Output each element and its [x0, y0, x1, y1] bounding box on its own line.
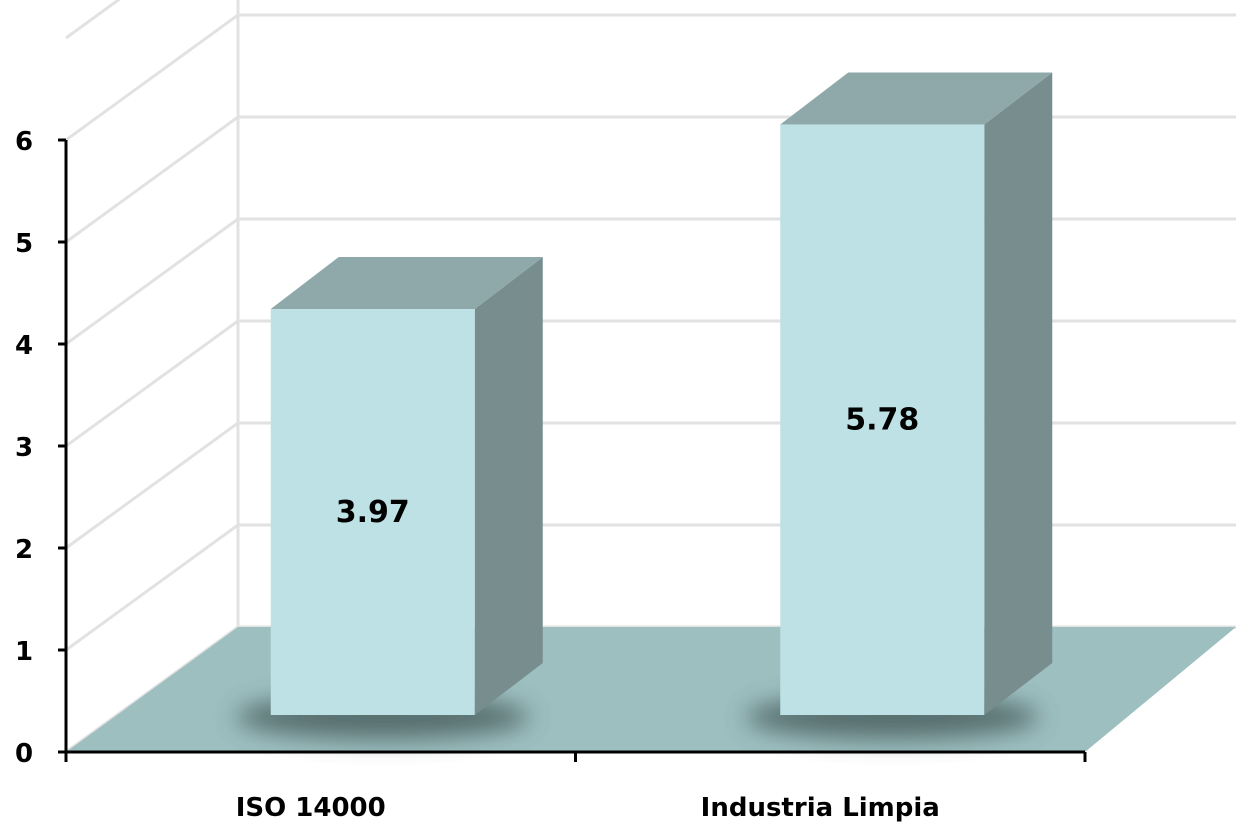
chart-floor: [66, 627, 1236, 752]
bar-front-face: [270, 309, 475, 715]
side-gridline: [65, 115, 239, 244]
y-tick-label: 2: [15, 535, 33, 565]
bar-top-face: [270, 257, 543, 310]
side-gridline: [65, 421, 239, 550]
y-tick-label: 1: [15, 637, 33, 667]
data-label: 5.78: [845, 403, 919, 438]
y-tick-label: 3: [15, 433, 33, 463]
category-label: ISO 14000: [236, 793, 386, 823]
y-tick-label: 6: [15, 127, 33, 157]
side-gridline: [65, 13, 239, 142]
category-label: Industria Limpia: [701, 793, 940, 823]
bar-side-face: [984, 72, 1053, 715]
chart-floor-plane: [66, 627, 1236, 752]
y-tick-label: 5: [15, 229, 33, 259]
side-gridline: [65, 0, 121, 40]
y-tick-label: 4: [15, 331, 33, 361]
side-gridline: [65, 523, 239, 652]
bar-1: 5.78: [745, 72, 1053, 739]
side-gridline: [65, 217, 239, 346]
bar-side-face: [474, 257, 543, 715]
bar-0: 3.97: [235, 257, 543, 739]
chart-axes: 0 1 2 3 4 5 6 ISO 14000 Industria Limpia: [15, 127, 1087, 823]
side-gridline: [65, 319, 239, 448]
y-tick-label: 0: [15, 739, 33, 769]
data-label: 3.97: [336, 495, 410, 530]
bar-top-face: [780, 72, 1053, 125]
bar-series: 3.97 5.78: [235, 72, 1053, 739]
bar-front-face: [780, 124, 985, 715]
